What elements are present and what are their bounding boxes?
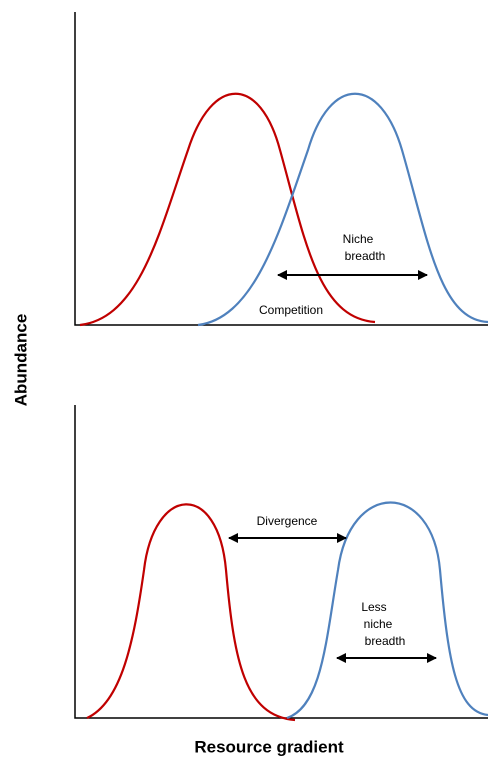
annotation: niche xyxy=(364,617,393,631)
annotation: Niche xyxy=(343,232,374,246)
axes xyxy=(74,12,488,326)
x-axis-label: Resource gradient xyxy=(194,737,344,756)
species-b-curve xyxy=(286,501,488,720)
annotation: Less xyxy=(361,600,386,614)
top-panel: Niche breadth Competition xyxy=(74,12,488,327)
annotation: breadth xyxy=(345,249,386,263)
axes xyxy=(74,405,488,719)
bottom-panel: Divergence Less niche breadth xyxy=(74,405,488,722)
species-b-curve xyxy=(197,92,488,327)
annotation: Competition xyxy=(259,303,323,317)
y-axis-label: Abundance xyxy=(11,314,30,407)
species-a-curve xyxy=(79,92,376,327)
annotation: Divergence xyxy=(257,514,318,528)
annotation: breadth xyxy=(365,634,406,648)
species-a-curve xyxy=(86,503,296,722)
